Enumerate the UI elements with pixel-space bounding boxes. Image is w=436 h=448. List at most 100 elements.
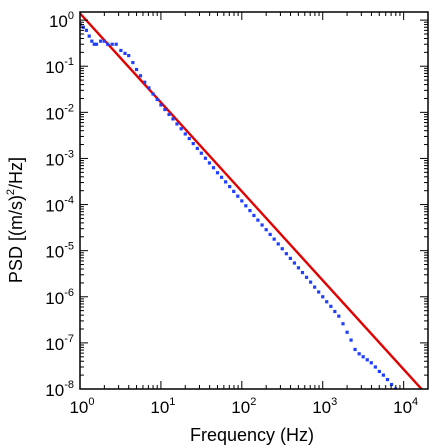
x-tick-label-exponent: 3 <box>331 396 337 408</box>
data-point <box>292 261 297 265</box>
data-point <box>187 136 191 141</box>
y-axis-label-unit: /Hz] <box>6 157 26 189</box>
data-point <box>228 185 232 189</box>
data-point <box>106 42 110 46</box>
data-point <box>94 42 99 46</box>
data-point <box>313 285 317 289</box>
data-point <box>151 92 155 96</box>
y-tick-label-base: 10 <box>45 150 64 169</box>
y-tick-label-base: 10 <box>45 289 64 308</box>
y-tick-label-exponent: -2 <box>64 102 74 114</box>
data-point <box>232 189 236 193</box>
y-tick-label-exponent: -1 <box>64 56 74 68</box>
y-axis-label-main: PSD [(m/s) <box>6 195 26 283</box>
data-point <box>345 330 349 334</box>
data-point <box>385 377 390 382</box>
y-tick-label: 10-2 <box>45 102 74 123</box>
x-tick-label: 102 <box>231 396 256 417</box>
data-point <box>224 180 228 184</box>
data-point <box>272 237 276 241</box>
x-tick-label-base: 10 <box>312 398 331 417</box>
data-point <box>134 67 139 72</box>
data-point <box>90 39 94 43</box>
y-tick-label-exponent: -7 <box>64 333 74 345</box>
data-point <box>256 218 260 222</box>
y-tick-label-exponent: -5 <box>64 241 74 253</box>
data-point <box>341 322 345 326</box>
y-tick-label-exponent: -3 <box>64 148 74 160</box>
y-tick-label-exponent: -4 <box>64 195 74 207</box>
data-point <box>110 42 114 46</box>
data-point <box>398 392 401 395</box>
y-tick-label-exponent: 0 <box>68 10 74 22</box>
data-point <box>357 352 361 356</box>
y-tick-label-exponent: -8 <box>64 379 74 391</box>
data-point <box>276 242 280 246</box>
y-tick-label: 10-6 <box>45 287 74 308</box>
data-point <box>175 122 179 126</box>
data-point <box>114 42 118 46</box>
x-tick-label-exponent: 2 <box>250 396 256 408</box>
data-point <box>203 156 208 160</box>
data-point <box>317 290 321 294</box>
data-point <box>240 199 244 203</box>
data-point <box>244 204 248 208</box>
x-tick-label: 100 <box>69 396 94 417</box>
data-point <box>195 146 199 151</box>
x-tick-label-exponent: 0 <box>88 396 94 408</box>
data-point <box>353 347 357 352</box>
data-point <box>381 373 385 377</box>
data-point <box>365 358 369 362</box>
y-tick-label: 10-7 <box>45 333 74 354</box>
y-tick-label-base: 10 <box>45 104 64 123</box>
y-tick-label-base: 10 <box>45 381 64 400</box>
data-point <box>92 42 96 46</box>
y-tick-label: 10-1 <box>45 56 74 77</box>
data-point <box>349 338 353 342</box>
data-point <box>333 309 337 314</box>
data-point <box>260 223 264 227</box>
data-point <box>87 34 91 38</box>
data-point <box>252 213 256 218</box>
y-tick-label-base: 10 <box>45 58 64 77</box>
data-point <box>138 74 143 78</box>
data-point <box>308 280 313 284</box>
plot-frame <box>79 11 429 390</box>
data-point <box>191 141 195 146</box>
y-tick-label: 10-4 <box>45 195 74 216</box>
x-axis-label: Frequency (Hz) <box>190 425 314 445</box>
data-point <box>102 39 106 43</box>
data-point <box>131 60 135 65</box>
data-point <box>183 132 187 136</box>
y-tick-label-base: 10 <box>45 197 64 216</box>
data-point <box>147 86 151 90</box>
data-point <box>179 127 183 131</box>
data-point <box>337 314 341 318</box>
data-point <box>123 51 127 55</box>
x-tick-label: 101 <box>150 396 175 417</box>
data-point <box>119 48 123 53</box>
data-point <box>264 228 268 232</box>
y-tick-label-base: 10 <box>45 335 64 354</box>
data-point <box>219 175 224 179</box>
y-tick-label-exponent: -6 <box>64 287 74 299</box>
data-point <box>99 39 103 43</box>
x-tick-label: 104 <box>393 396 418 417</box>
data-point <box>296 266 301 270</box>
data-point <box>325 300 329 304</box>
y-tick-label: 100 <box>49 10 74 31</box>
data-point <box>163 107 167 112</box>
data-point <box>389 382 394 387</box>
data-point <box>280 247 284 251</box>
data-point <box>215 171 220 175</box>
data-point <box>268 232 272 237</box>
x-tick-label-base: 10 <box>69 398 88 417</box>
y-tick-label-base: 10 <box>49 12 68 31</box>
data-point <box>361 355 365 359</box>
data-point <box>248 208 252 213</box>
data-point <box>143 80 147 84</box>
y-tick-label-base: 10 <box>45 243 64 262</box>
data-point <box>211 166 216 170</box>
axes: 100 101 102 103 10410-810-710-610-510-410-31… <box>45 10 429 417</box>
